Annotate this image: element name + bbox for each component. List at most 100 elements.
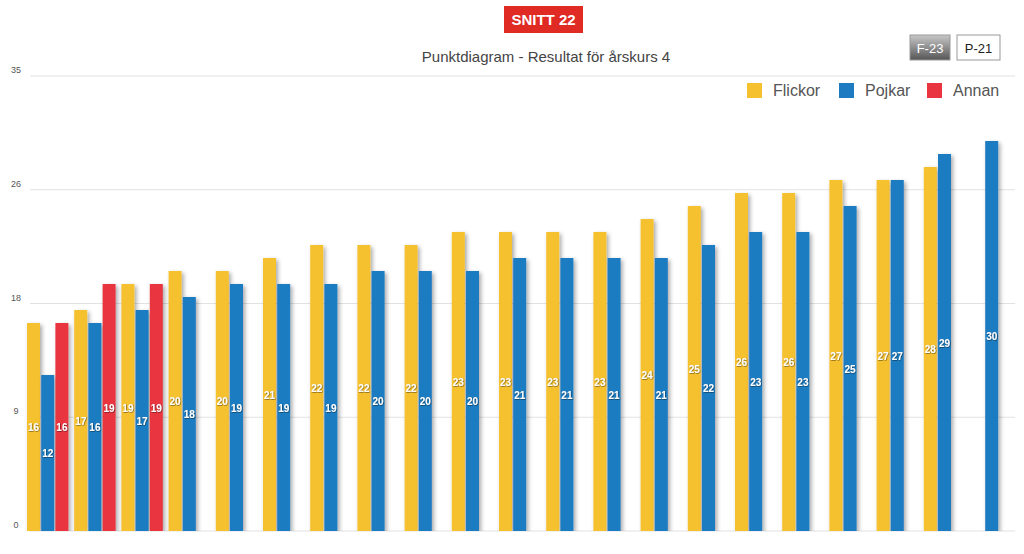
- annotation-text: F-23: [917, 41, 944, 56]
- legend-swatch: [747, 83, 762, 98]
- badge-text: SNITT 22: [511, 11, 575, 28]
- data-label: 18: [184, 409, 196, 420]
- data-label: 20: [217, 396, 229, 407]
- grid-line: [30, 76, 1015, 77]
- legend-label: Annan: [953, 82, 999, 99]
- data-label: 22: [406, 383, 418, 394]
- bar: [55, 323, 68, 531]
- bar: [136, 310, 149, 531]
- bar: [796, 232, 809, 531]
- data-label: 19: [104, 403, 116, 414]
- bar: [74, 310, 87, 531]
- chart-root: 0918263516171920202122222223232323242526…: [0, 0, 1024, 554]
- bar: [419, 271, 432, 531]
- bar: [608, 258, 621, 531]
- bar: [735, 193, 748, 531]
- bar: [357, 245, 370, 531]
- data-label: 24: [642, 370, 654, 381]
- bar: [216, 271, 229, 531]
- data-label: 23: [500, 377, 512, 388]
- bar: [324, 284, 337, 531]
- bar: [310, 245, 323, 531]
- bar: [372, 271, 385, 531]
- data-label: 30: [986, 331, 998, 342]
- bar: [655, 258, 668, 531]
- grid-line: [30, 189, 1015, 190]
- data-label: 25: [845, 364, 857, 375]
- bar: [593, 232, 606, 531]
- bar: [877, 180, 890, 531]
- bar: [891, 180, 904, 531]
- data-label: 23: [547, 377, 559, 388]
- bar: [121, 284, 134, 531]
- data-label: 21: [264, 390, 276, 401]
- legend-swatch: [927, 83, 942, 98]
- y-tick-label: 0: [13, 520, 18, 530]
- data-label: 20: [420, 396, 432, 407]
- legend-label: Flickor: [773, 82, 821, 99]
- title: Punktdiagram - Resultat för årskurs 4: [422, 48, 670, 65]
- annotation-text: P-21: [965, 41, 992, 56]
- data-label: 19: [231, 403, 243, 414]
- data-label: 19: [122, 403, 134, 414]
- data-labels: 1617192020212222222323232324252626272728…: [28, 331, 998, 459]
- data-label: 23: [797, 377, 809, 388]
- bar: [560, 258, 573, 531]
- bar: [749, 232, 762, 531]
- bar: [405, 245, 418, 531]
- data-label: 21: [514, 390, 526, 401]
- bar: [150, 284, 163, 531]
- bar: [499, 232, 512, 531]
- bar: [27, 323, 40, 531]
- data-label: 26: [783, 357, 795, 368]
- data-label: 27: [830, 351, 842, 362]
- bar: [924, 167, 937, 531]
- bar: [513, 258, 526, 531]
- data-label: 23: [453, 377, 465, 388]
- data-label: 23: [750, 377, 762, 388]
- data-label: 20: [170, 396, 182, 407]
- data-label: 22: [311, 383, 323, 394]
- data-label: 27: [878, 351, 890, 362]
- bar: [169, 271, 182, 531]
- bar: [641, 219, 654, 531]
- data-label: 19: [325, 403, 337, 414]
- legend-label: Pojkar: [865, 82, 911, 99]
- bar: [230, 284, 243, 531]
- bar: [688, 206, 701, 531]
- bar: [938, 154, 951, 531]
- y-tick-label: 26: [11, 179, 21, 189]
- bar: [263, 258, 276, 531]
- data-label: 16: [89, 422, 101, 433]
- data-label: 12: [42, 448, 54, 459]
- data-label: 23: [594, 377, 606, 388]
- legend: Flickor Pojkar Annan: [747, 82, 999, 99]
- annotation-box: [957, 35, 1000, 60]
- data-label: 21: [656, 390, 668, 401]
- data-label: 16: [56, 422, 68, 433]
- data-label: 19: [278, 403, 290, 414]
- y-tick-label: 35: [11, 65, 21, 75]
- data-label: 21: [561, 390, 573, 401]
- bar: [466, 271, 479, 531]
- data-label: 25: [689, 364, 701, 375]
- data-label: 16: [28, 422, 40, 433]
- data-label: 21: [609, 390, 621, 401]
- bar: [103, 284, 116, 531]
- data-label: 17: [75, 416, 87, 427]
- data-label: 22: [358, 383, 370, 394]
- bar: [782, 193, 795, 531]
- bar: [183, 297, 196, 531]
- annotation-box: [910, 35, 950, 60]
- data-label: 27: [892, 351, 904, 362]
- data-label: 19: [151, 403, 163, 414]
- bar: [277, 284, 290, 531]
- data-label: 20: [373, 396, 385, 407]
- bar: [702, 245, 715, 531]
- data-label: 17: [137, 416, 149, 427]
- bar: [88, 323, 101, 531]
- bar: [985, 141, 998, 531]
- bar: [452, 232, 465, 531]
- bar: [546, 232, 559, 531]
- bars: [27, 141, 998, 531]
